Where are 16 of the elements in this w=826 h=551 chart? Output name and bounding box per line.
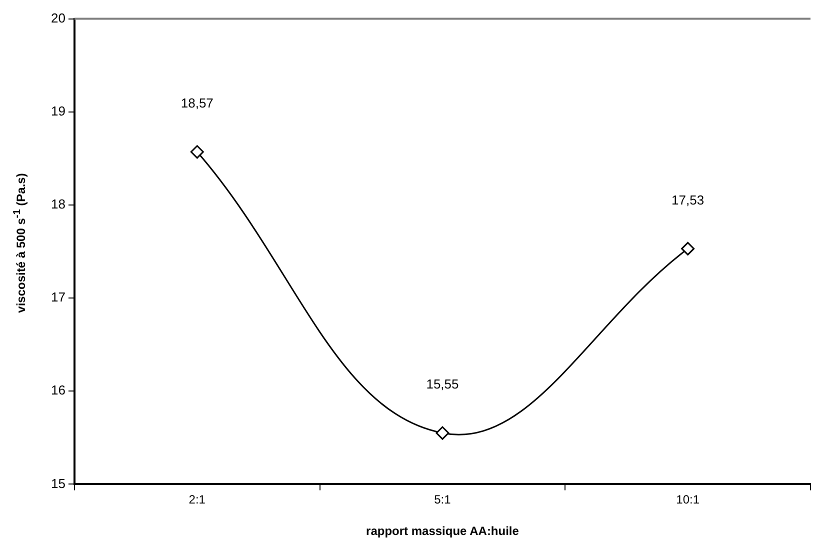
y-tick-label: 20 [50, 10, 66, 26]
y-tick-label: 19 [50, 103, 66, 118]
x-tick-label: 5:1 [434, 492, 452, 507]
data-label: 18,57 [180, 95, 214, 110]
point [436, 426, 450, 440]
point [190, 145, 204, 159]
y-tick-label: 18 [50, 196, 66, 212]
y-tick-label: 15 [50, 476, 66, 491]
x-tick-label: 2:1 [188, 492, 206, 507]
y-tick-label: 16 [50, 382, 66, 398]
data-label: 17,53 [672, 192, 704, 208]
y-tick-label: 17 [50, 290, 66, 305]
data-label: 15,55 [426, 376, 459, 392]
x-axis-title: rapport massique AA:huile [366, 524, 520, 538]
x-tick-label: 10:1 [676, 492, 700, 507]
point [681, 242, 695, 256]
